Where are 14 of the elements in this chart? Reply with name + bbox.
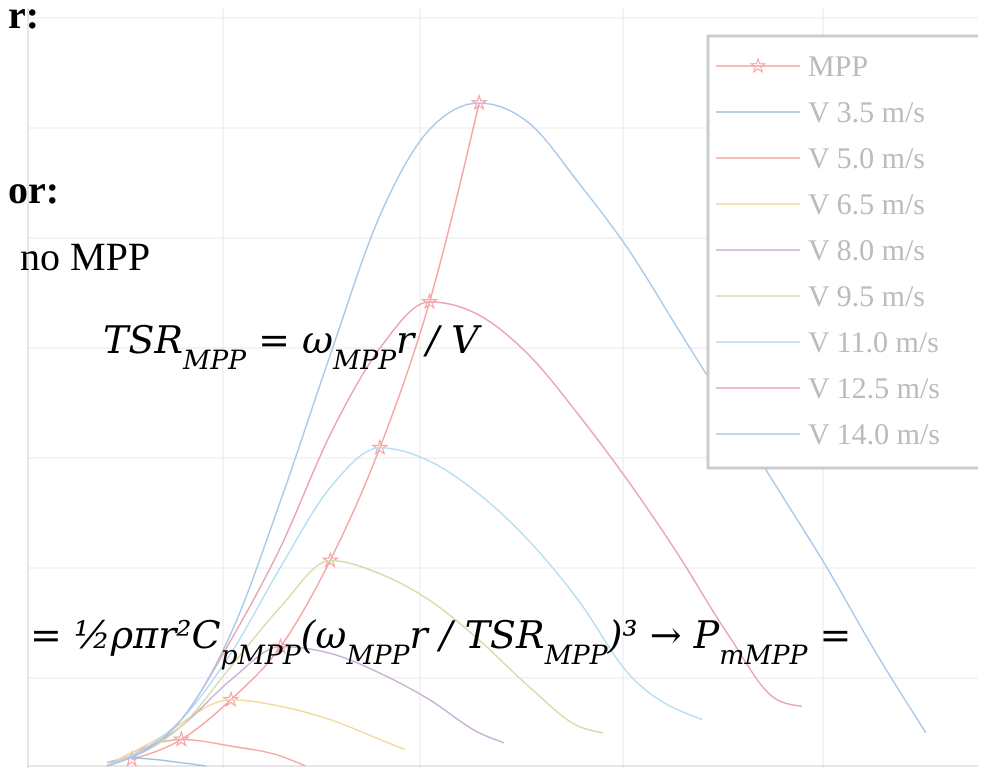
legend-label: MPP (808, 50, 868, 83)
annotation: TSR$_{MPP}$ = ω$_{MPP}$r / V (103, 318, 482, 376)
annotation: no MPP (20, 234, 150, 279)
text: r: (8, 0, 40, 37)
legend-label: V 5.0 m/s (808, 142, 925, 175)
legend-label: V 3.5 m/s (808, 96, 925, 129)
legend-label: V 8.0 m/s (808, 234, 925, 267)
legend-label: V 14.0 m/s (808, 418, 940, 451)
legend-label: V 12.5 m/s (808, 372, 940, 405)
text: = ½ρπr²C$_{pMPP}$(ω$_{MPP}$r / TSR$_{MPP}$)³ → P$_{mMPP}$ = (30, 613, 852, 670)
text: or: (8, 167, 60, 212)
legend-label: V 11.0 m/s (808, 326, 939, 359)
legend-label: V 9.5 m/s (808, 280, 925, 313)
legend-label: V 6.5 m/s (808, 188, 925, 221)
